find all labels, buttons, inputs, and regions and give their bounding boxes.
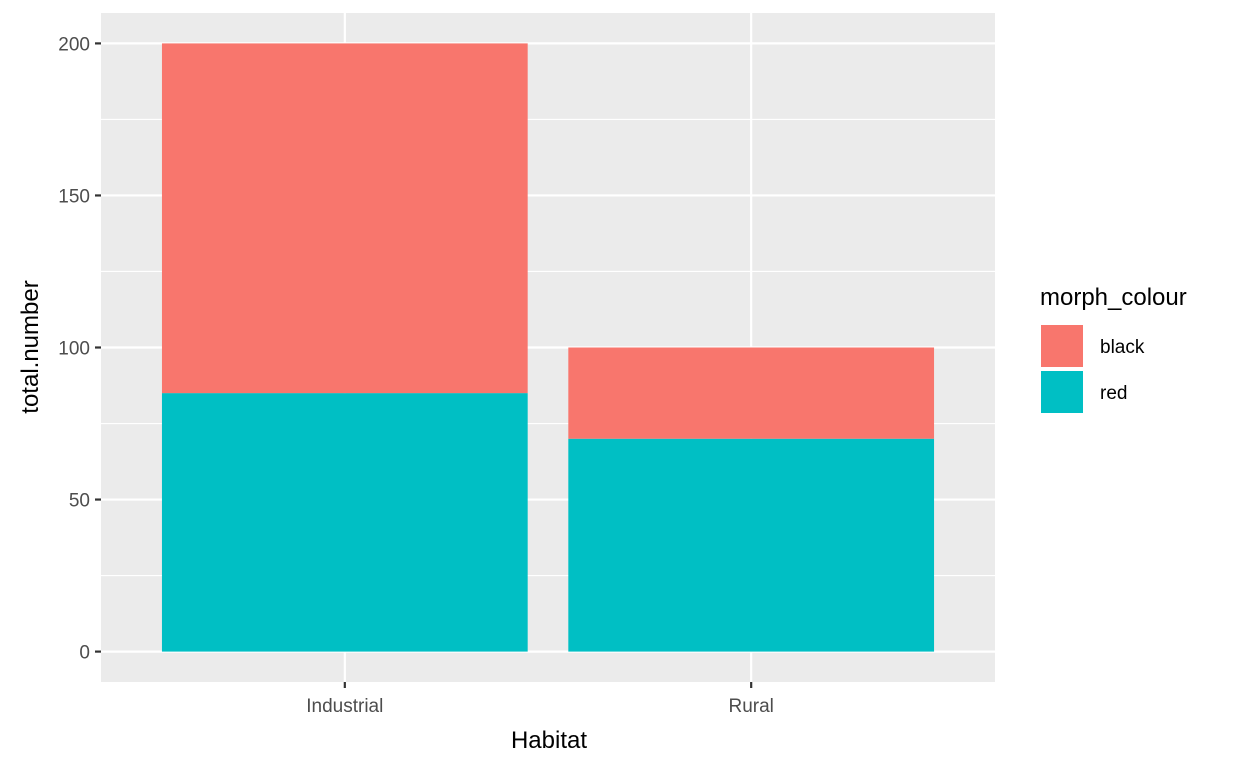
bar-red-industrial — [161, 393, 528, 652]
axes: 0 50 100 150 200 Industrial Rural — [58, 34, 774, 717]
bar-black-industrial — [161, 43, 528, 394]
legend-label-red: red — [1100, 383, 1127, 404]
bar-black-rural — [568, 347, 935, 439]
y-tick-label: 150 — [58, 186, 90, 207]
legend-title: morph_colour — [1040, 284, 1187, 311]
x-tick-label: Rural — [728, 696, 773, 717]
legend-key-black — [1041, 325, 1083, 367]
y-tick-label: 50 — [69, 491, 90, 512]
y-axis-title: total.number — [17, 280, 44, 413]
legend-key-red — [1041, 371, 1083, 413]
bar-red-rural — [568, 438, 935, 652]
y-tick-label: 200 — [58, 34, 90, 55]
x-axis-title: Habitat — [511, 727, 587, 754]
bars — [161, 43, 935, 652]
legend-items: black red — [1041, 325, 1145, 413]
y-tick-label: 100 — [58, 339, 90, 360]
x-tick-label: Industrial — [306, 696, 383, 717]
y-tick-label: 0 — [79, 643, 90, 664]
legend: morph_colour black red — [1040, 284, 1187, 413]
legend-label-black: black — [1100, 337, 1145, 358]
